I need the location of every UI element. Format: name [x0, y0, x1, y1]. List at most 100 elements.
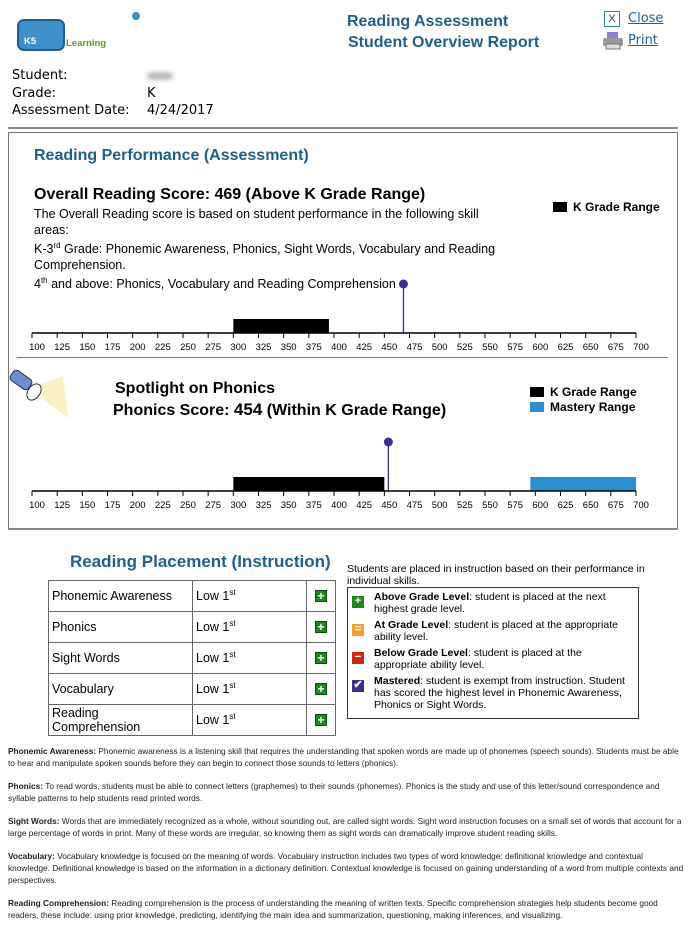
skill-definitions: Phonemic Awareness: Phonemic awareness i… — [8, 745, 684, 932]
tick-label: 100 — [29, 342, 45, 350]
overall-description: The Overall Reading score is based on st… — [34, 206, 504, 292]
tick-label: 550 — [482, 342, 498, 350]
tick-label: 675 — [608, 500, 624, 508]
range-bar-k-grade-range — [233, 477, 385, 491]
status-above-icon: + — [306, 611, 336, 643]
legend-item: = At Grade Level: student is placed at th… — [352, 619, 634, 643]
tick-label: 500 — [432, 500, 448, 508]
printer-icon[interactable] — [602, 31, 624, 51]
legend-item: + Above Grade Level: student is placed at… — [352, 591, 634, 615]
tick-label: 625 — [558, 342, 574, 350]
print-link[interactable]: Print — [628, 33, 658, 48]
tick-label: 650 — [583, 342, 599, 350]
legend-status-icon: − — [352, 652, 364, 664]
tick-label: 300 — [230, 500, 246, 508]
date-value: 4/24/2017 — [147, 103, 214, 118]
tick-label: 350 — [281, 342, 297, 350]
placement-row: Vocabulary Low 1st + — [48, 673, 336, 705]
date-label: Assessment Date: — [12, 103, 130, 118]
tick-label: 500 — [432, 342, 448, 350]
tick-label: 325 — [256, 500, 272, 508]
skill-name: Phonics — [48, 611, 193, 643]
legend-intro: Students are placed in instruction based… — [347, 563, 645, 587]
close-icon[interactable]: X — [604, 11, 620, 27]
tick-label: 175 — [105, 342, 121, 350]
legend-item: − Below Grade Level: student is placed at… — [352, 647, 634, 671]
tick-label: 600 — [532, 342, 548, 350]
legend-status-icon: ✔ — [352, 679, 364, 692]
status-above-icon: + — [306, 704, 336, 736]
skill-name: Sight Words — [48, 642, 193, 674]
tick-label: 425 — [356, 500, 372, 508]
divider — [8, 528, 678, 530]
skill-name: Vocabulary — [48, 673, 193, 705]
tick-label: 700 — [633, 342, 649, 350]
legend-status-icon: + — [352, 596, 364, 608]
tick-label: 550 — [482, 500, 498, 508]
student-label: Student: — [12, 68, 68, 83]
tick-label: 475 — [407, 342, 423, 350]
placement-table: Phonemic Awareness Low 1st + Phonics Low 1st… — [48, 580, 336, 736]
legend-swatch — [553, 201, 567, 212]
tick-label: 150 — [79, 342, 95, 350]
skill-name: Reading Comprehension — [48, 704, 193, 736]
definition: Phonemic Awareness: Phonemic awareness i… — [8, 746, 679, 768]
legend-text: Mastered: student is exempt from instruc… — [374, 675, 625, 711]
flashlight-icon — [9, 369, 68, 418]
tick-label: 350 — [281, 500, 297, 508]
placement-row: Reading Comprehension Low 1st + — [48, 704, 336, 736]
svg-text:K5: K5 — [24, 36, 37, 47]
tick-label: 100 — [29, 500, 45, 508]
tick-label: 225 — [155, 342, 171, 350]
range-bar-mastery-range — [530, 477, 636, 491]
placement-legend: + Above Grade Level: student is placed at… — [347, 587, 639, 719]
status-above-icon: + — [306, 673, 336, 705]
definition: Phonics: To read words, students must be… — [8, 781, 660, 803]
legend-k-grade: K Grade Range — [553, 199, 660, 214]
legend-item: ✔ Mastered: student is exempt from instru… — [352, 675, 634, 711]
student-name-redacted — [147, 72, 173, 80]
tick-label: 525 — [457, 342, 473, 350]
legend-k-grade-2: K Grade Range — [530, 384, 637, 399]
tick-label: 275 — [205, 500, 221, 508]
tick-label: 675 — [608, 342, 624, 350]
tick-label: 450 — [381, 500, 397, 508]
tick-label: 375 — [306, 342, 322, 350]
tick-label: 325 — [256, 342, 272, 350]
tick-label: 175 — [105, 500, 121, 508]
close-link[interactable]: Close — [628, 11, 664, 26]
tick-label: 575 — [507, 500, 523, 508]
overall-score: Overall Reading Score: 469 (Above K Grad… — [34, 186, 426, 203]
placement-level: Low 1st — [192, 704, 307, 736]
placement-row: Sight Words Low 1st + — [48, 642, 336, 674]
divider — [8, 127, 678, 129]
score-marker-dot — [383, 437, 393, 447]
k5-learning-logo: K5 Learning — [17, 12, 140, 51]
tick-label: 450 — [381, 342, 397, 350]
tick-label: 300 — [230, 342, 246, 350]
spotlight-title: Spotlight on Phonics — [115, 380, 275, 397]
desc-line-2: K-3rd Grade: Phonemic Awareness, Phonics… — [34, 241, 496, 273]
definition: Reading Comprehension: Reading comprehen… — [8, 898, 658, 920]
tick-label: 200 — [130, 500, 146, 508]
placement-level: Low 1st — [192, 611, 307, 643]
tick-label: 475 — [407, 500, 423, 508]
tick-label: 425 — [356, 342, 372, 350]
score-marker-dot — [398, 279, 408, 289]
overall-score-chart: 100 125 150 175 200 225 250 275 300 325 350 375 400 4… — [29, 279, 649, 350]
tick-label: 525 — [457, 500, 473, 508]
tick-label: 650 — [583, 500, 599, 508]
skill-name: Phonemic Awareness — [48, 580, 193, 612]
range-bar-k-grade-range — [233, 319, 329, 333]
tick-label: 200 — [130, 342, 146, 350]
placement-title: Reading Placement (Instruction) — [70, 552, 331, 571]
performance-title: Reading Performance (Assessment) — [34, 147, 309, 164]
tick-label: 125 — [54, 500, 70, 508]
tick-label: 225 — [155, 500, 171, 508]
legend-mastery: Mastery Range — [530, 399, 635, 414]
placement-row: Phonemic Awareness Low 1st + — [48, 580, 336, 612]
phonics-score-chart: 100 125 150 175 200 225 250 275 300 325 350 375 400 4… — [29, 437, 649, 508]
tick-label: 150 — [79, 500, 95, 508]
tick-label: 625 — [558, 500, 574, 508]
reading-performance-panel — [8, 132, 678, 530]
